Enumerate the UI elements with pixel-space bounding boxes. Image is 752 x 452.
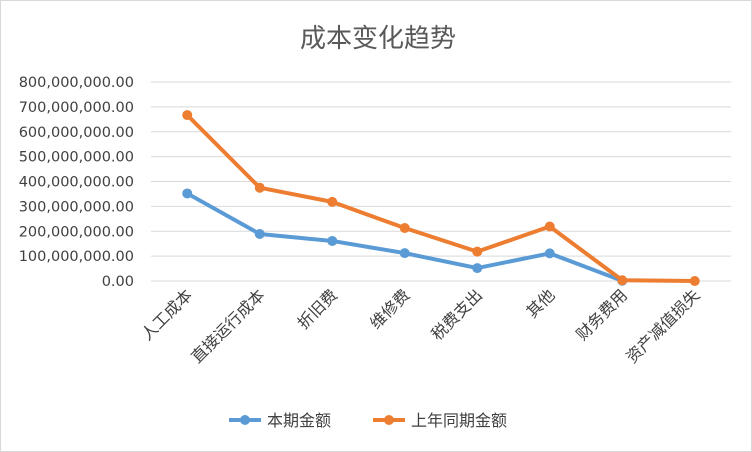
legend-item: 上年同期金额 — [373, 411, 507, 430]
x-tick-label: 税费支出 — [427, 285, 486, 344]
data-point — [689, 276, 700, 286]
y-tick-label: 0.00 — [102, 274, 134, 290]
x-tick-label: 折旧费 — [294, 285, 341, 332]
grid-lines — [151, 81, 731, 282]
data-point — [254, 182, 265, 193]
x-tick-label: 资产减值损失 — [622, 285, 703, 366]
y-tick-label: 100,000,000.00 — [19, 249, 134, 265]
legend-item: 本期金额 — [229, 411, 331, 430]
data-point — [254, 228, 265, 239]
series-layer — [182, 110, 700, 286]
data-point — [399, 248, 410, 259]
y-tick-label: 600,000,000.00 — [19, 125, 134, 141]
y-tick-label: 800,000,000.00 — [19, 75, 134, 91]
x-tick-label: 其他 — [523, 285, 559, 321]
y-tick-label: 700,000,000.00 — [19, 100, 134, 116]
data-point — [327, 196, 338, 207]
data-point — [544, 248, 555, 259]
data-point — [472, 246, 483, 257]
y-tick-label: 500,000,000.00 — [19, 150, 134, 166]
x-tick-label: 人工成本 — [137, 285, 196, 344]
chart-title: 成本变化趋势 — [300, 24, 456, 54]
y-tick-label: 300,000,000.00 — [19, 199, 134, 215]
data-point — [182, 110, 193, 121]
legend: 本期金额 上年同期金额 — [229, 411, 507, 430]
data-point — [544, 221, 555, 232]
legend-label: 上年同期金额 — [411, 411, 507, 430]
legend-label: 本期金额 — [267, 411, 331, 430]
series-1 — [182, 188, 628, 286]
data-point — [399, 223, 410, 234]
y-tick-label: 400,000,000.00 — [19, 175, 134, 191]
data-point — [472, 263, 483, 274]
legend-swatch-marker — [384, 415, 394, 425]
data-point — [327, 235, 338, 246]
data-point — [182, 188, 193, 199]
x-tick-label: 直接运行成本 — [187, 285, 268, 366]
y-tick-label: 200,000,000.00 — [19, 224, 134, 240]
series-2 — [182, 110, 700, 286]
data-point — [617, 275, 628, 286]
legend-swatch-marker — [240, 415, 250, 425]
x-tick-label: 维修费 — [366, 285, 413, 332]
series-line — [185, 113, 695, 283]
y-axis: 0.00 100,000,000.00 200,000,000.00 300,000,… — [19, 75, 134, 290]
x-tick-label: 财务费用 — [572, 285, 631, 344]
